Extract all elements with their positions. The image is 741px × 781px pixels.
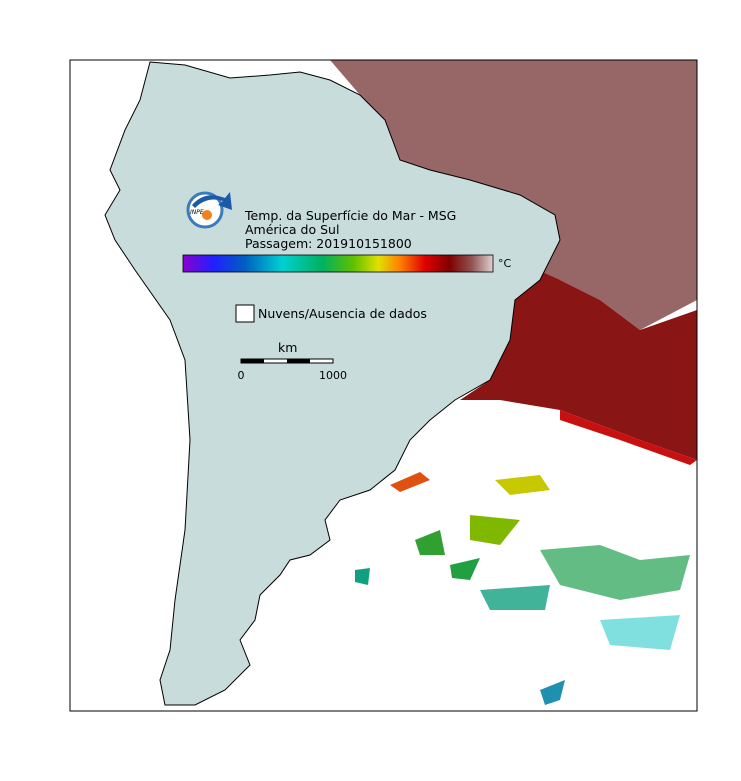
sst-patch xyxy=(450,558,480,580)
scale-seg xyxy=(241,359,264,363)
legend-text: Nuvens/Ausencia de dados xyxy=(258,306,427,321)
sst-patch xyxy=(355,568,370,585)
sst-patch xyxy=(540,545,690,600)
logo-sun xyxy=(202,210,212,220)
logo-text: INPE xyxy=(190,209,204,216)
sst-patch xyxy=(540,680,565,705)
continent xyxy=(104,61,561,706)
scale-end: 1000 xyxy=(319,369,347,382)
sst-patch xyxy=(480,585,550,610)
frame xyxy=(69,59,698,712)
sst-patch xyxy=(470,515,520,545)
scale-unit: km xyxy=(278,340,297,355)
title: Temp. da Superfície do Mar - MSG xyxy=(244,208,456,223)
sst-patch xyxy=(600,615,680,650)
sst-patch xyxy=(495,475,550,495)
scale-seg xyxy=(287,359,310,363)
logo-swirl xyxy=(192,192,232,210)
region: América do Sul xyxy=(245,222,339,237)
scale-start: 0 xyxy=(238,369,245,382)
colorbar-unit: °C xyxy=(498,257,512,270)
legend-swatch xyxy=(235,304,255,323)
sst-warm xyxy=(330,60,697,330)
sst-patch xyxy=(390,472,430,492)
sst-band xyxy=(560,410,697,465)
sst-hot xyxy=(460,260,697,460)
pass: Passagem: 201910151800 xyxy=(245,236,412,251)
colorbar xyxy=(182,254,494,273)
sst-patch xyxy=(415,530,445,555)
map-body xyxy=(70,60,697,711)
